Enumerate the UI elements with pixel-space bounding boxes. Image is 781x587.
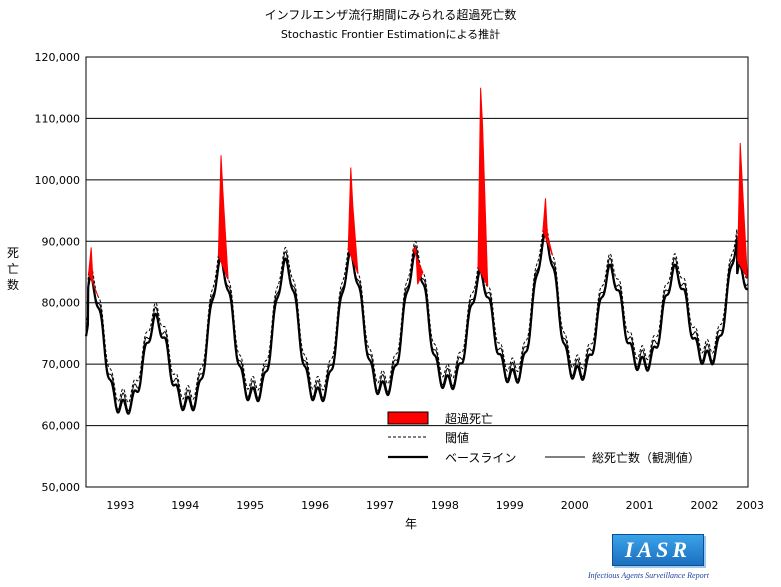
observed-line bbox=[85, 226, 749, 412]
x-tick-label: 1993 bbox=[106, 499, 134, 512]
legend: 超過死亡 閾値 ベースライン 総死亡数（観測値） bbox=[387, 411, 700, 465]
x-tick-label: 2002 bbox=[691, 499, 719, 512]
y-tick-label: 80,000 bbox=[42, 297, 81, 310]
x-tick-label: 1995 bbox=[236, 499, 264, 512]
iasr-logo: IASR bbox=[612, 534, 704, 566]
x-tick-label: 2000 bbox=[561, 499, 589, 512]
x-tick-label: 2003 bbox=[736, 499, 764, 512]
chart-subtitle: Stochastic Frontier Estimationによる推計 bbox=[280, 28, 501, 41]
x-tick-label: 1997 bbox=[366, 499, 394, 512]
excess-area bbox=[347, 167, 359, 274]
series-group bbox=[84, 87, 749, 415]
excess-area bbox=[477, 87, 489, 287]
x-tick-label: 1998 bbox=[431, 499, 459, 512]
baseline-line bbox=[84, 232, 748, 415]
excess-area bbox=[542, 198, 554, 256]
legend-threshold-label: 閾値 bbox=[445, 430, 469, 445]
plot-area-frame bbox=[85, 56, 749, 488]
legend-baseline-label: ベースライン bbox=[445, 451, 516, 465]
chart-title: インフルエンザ流行期間にみられる超過死亡数 bbox=[264, 8, 517, 22]
excess-area bbox=[412, 246, 424, 285]
x-tick-labels: 1993 1994 1995 1996 1997 1998 1999 2000 2001 2002… bbox=[106, 499, 764, 512]
y-tick-label: 120,000 bbox=[35, 51, 81, 64]
excess-area bbox=[88, 247, 99, 298]
legend-excess-swatch bbox=[387, 411, 429, 425]
iasr-logo-subtitle: Infectious Agents Surveillance Report bbox=[588, 571, 709, 580]
y-tick-label: 50,000 bbox=[42, 481, 81, 494]
y-tick-label: 100,000 bbox=[35, 174, 81, 187]
x-tick-label: 2001 bbox=[626, 499, 654, 512]
y-tick-label: 110,000 bbox=[35, 112, 81, 125]
x-tick-label: 1996 bbox=[301, 499, 329, 512]
x-axis-label: 年 bbox=[405, 517, 418, 531]
y-axis-label: 死亡数 bbox=[6, 246, 19, 292]
legend-observed-label: 総死亡数（観測値） bbox=[592, 450, 700, 465]
excess-area bbox=[217, 155, 229, 280]
y-tick-labels: 50,000 60,000 70,000 80,000 90,000 100,000 110… bbox=[35, 51, 81, 494]
threshold-line bbox=[85, 222, 748, 404]
legend-excess-label: 超過死亡 bbox=[445, 411, 493, 426]
x-tick-label: 1999 bbox=[496, 499, 524, 512]
x-tick-label: 1994 bbox=[171, 499, 199, 512]
y-tick-label: 70,000 bbox=[42, 358, 81, 371]
excess-area bbox=[737, 142, 748, 279]
y-tick-label: 60,000 bbox=[42, 420, 81, 433]
y-tick-label: 90,000 bbox=[42, 235, 81, 248]
